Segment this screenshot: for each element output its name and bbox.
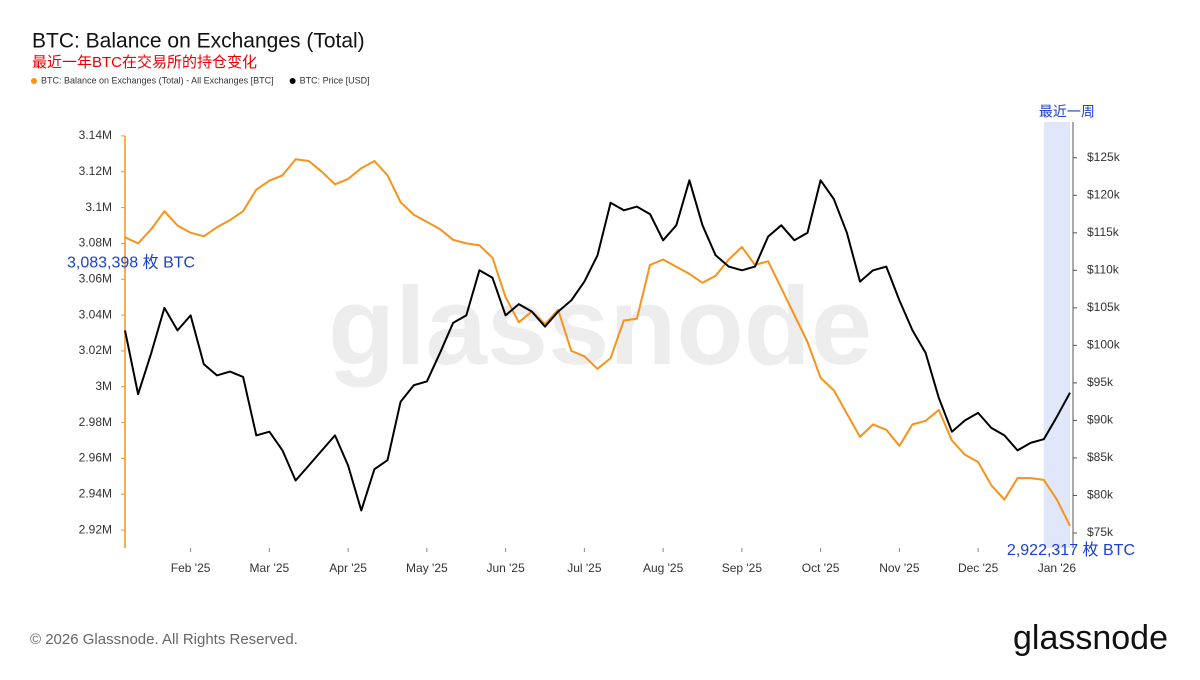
y-tick-label: 2.96M bbox=[79, 451, 112, 465]
y2-tick-label: $125k bbox=[1087, 150, 1121, 164]
y-tick-label: 3.12M bbox=[79, 164, 112, 178]
start-annotation: 3,083,398 枚 BTC bbox=[67, 254, 195, 272]
x-tick-label: Oct '25 bbox=[802, 561, 840, 575]
x-tick-label: Aug '25 bbox=[643, 561, 684, 575]
x-tick-label: May '25 bbox=[406, 561, 448, 575]
y-tick-label: 3.14M bbox=[79, 128, 112, 142]
y2-tick-label: $105k bbox=[1087, 300, 1121, 314]
y-tick-label: 2.92M bbox=[79, 522, 112, 536]
y2-tick-label: $115k bbox=[1087, 225, 1120, 239]
y2-tick-label: $90k bbox=[1087, 413, 1114, 427]
y-tick-label: 2.94M bbox=[79, 486, 112, 500]
end-annotation: 2,922,317 枚 BTC bbox=[1007, 541, 1135, 559]
y-tick-label: 2.98M bbox=[79, 415, 112, 429]
x-tick-label: Nov '25 bbox=[879, 561, 920, 575]
legend-marker bbox=[289, 78, 296, 84]
watermark: glassnode bbox=[328, 265, 872, 388]
y2-tick-label: $95k bbox=[1087, 375, 1114, 389]
highlight-label: 最近一周 bbox=[1039, 104, 1095, 120]
y-tick-label: 3M bbox=[95, 379, 112, 393]
y-tick-label: 3.1M bbox=[85, 200, 112, 214]
x-tick-label: Feb '25 bbox=[171, 561, 211, 575]
chart-title: BTC: Balance on Exchanges (Total) bbox=[32, 30, 365, 53]
x-tick-label: Dec '25 bbox=[958, 561, 999, 575]
y-tick-label: 3.02M bbox=[79, 343, 112, 357]
legend-label: BTC: Balance on Exchanges (Total) - All … bbox=[41, 75, 274, 85]
x-tick-label: Apr '25 bbox=[329, 561, 367, 575]
y-tick-label: 3.04M bbox=[79, 307, 112, 321]
logo: glassnode bbox=[1013, 619, 1168, 657]
series-line bbox=[124, 179, 1071, 512]
copyright: © 2026 Glassnode. All Rights Reserved. bbox=[30, 631, 298, 648]
legend-marker bbox=[31, 78, 37, 84]
x-tick-label: Jan '26 bbox=[1038, 561, 1077, 575]
y2-tick-label: $120k bbox=[1087, 187, 1121, 201]
series-line bbox=[124, 158, 1071, 527]
x-tick-label: Jul '25 bbox=[567, 561, 602, 575]
chart-subtitle: 最近一年BTC在交易所的持仓变化 bbox=[32, 53, 257, 71]
x-tick-label: Mar '25 bbox=[250, 561, 290, 575]
y2-tick-label: $80k bbox=[1087, 488, 1114, 502]
y2-tick-label: $85k bbox=[1087, 450, 1114, 464]
y-tick-label: 3.06M bbox=[79, 271, 112, 285]
x-tick-label: Jun '25 bbox=[486, 561, 525, 575]
highlight-band bbox=[1043, 122, 1070, 548]
y2-tick-label: $100k bbox=[1087, 338, 1121, 352]
legend-label: BTC: Price [USD] bbox=[300, 75, 370, 85]
y2-tick-label: $110k bbox=[1087, 263, 1120, 277]
x-tick-label: Sep '25 bbox=[722, 561, 763, 575]
y2-tick-label: $75k bbox=[1087, 525, 1114, 539]
y-tick-label: 3.08M bbox=[79, 236, 112, 250]
